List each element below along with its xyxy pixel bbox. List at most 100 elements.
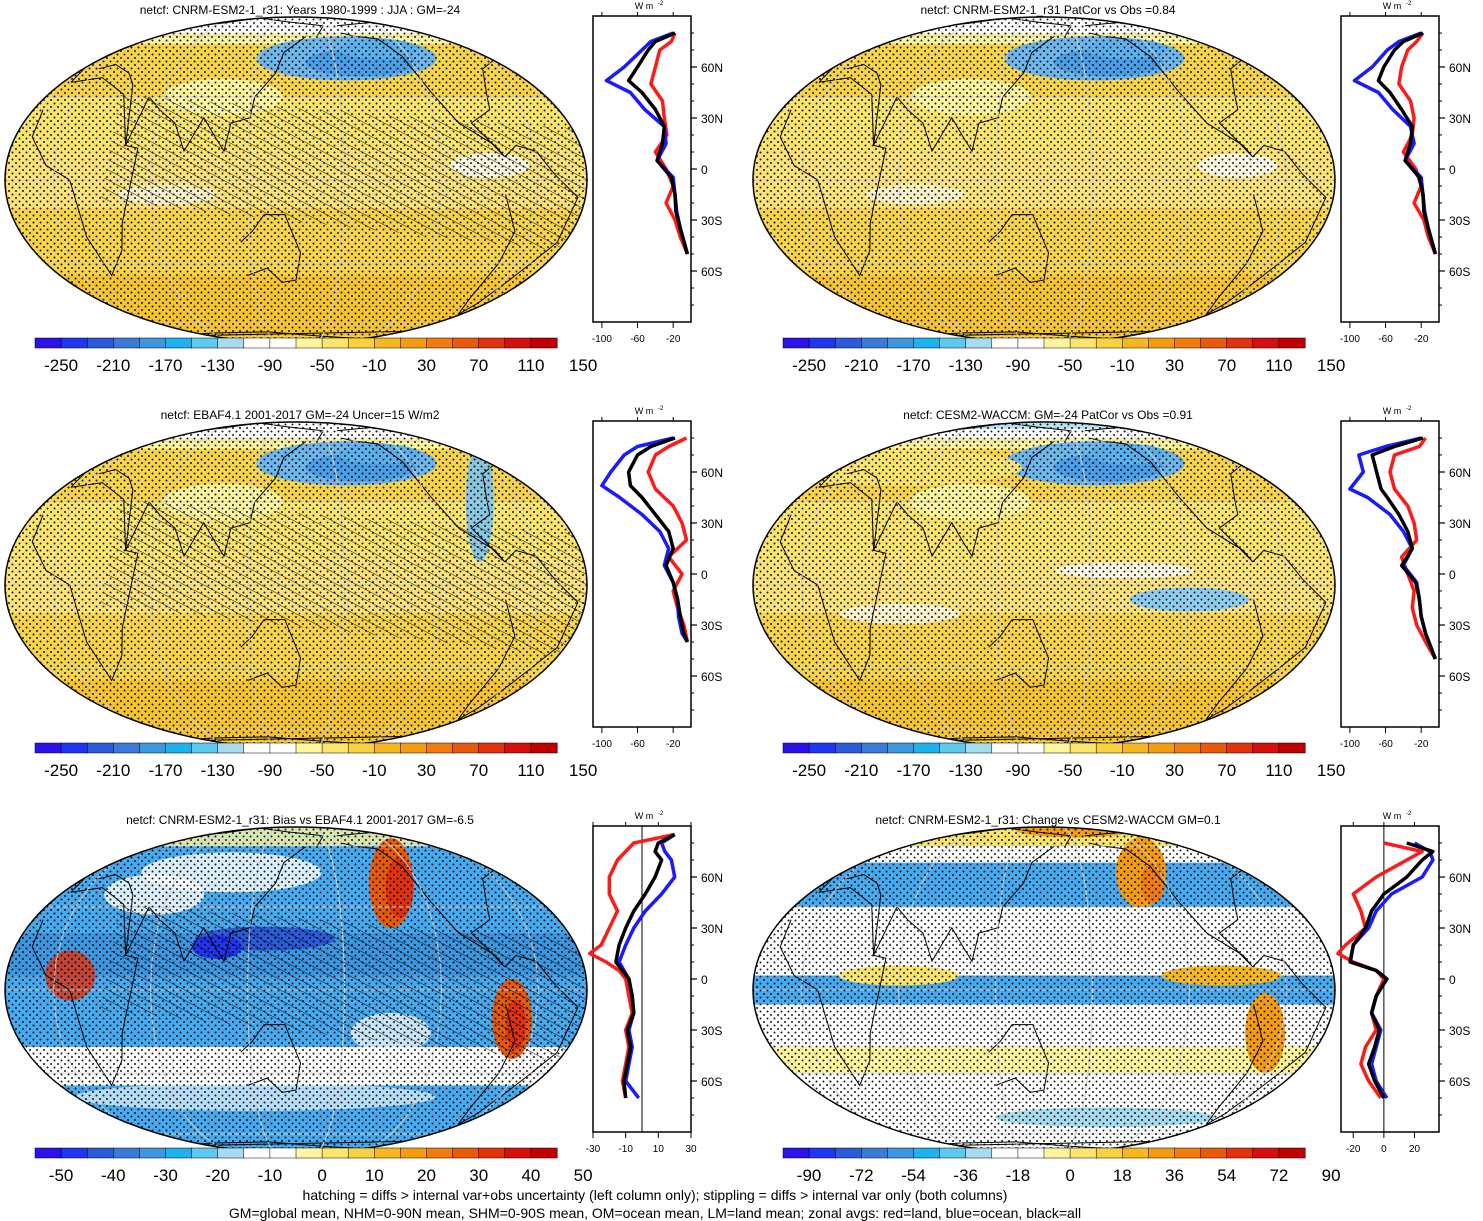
colorbar-swatch [139, 742, 167, 754]
panel-title: netcf: EBAF4.1 2001-2017 GM=-24 Uncer=15… [160, 408, 440, 422]
colorbar-tick-label: -130 [949, 356, 983, 375]
colorbar-tick-label: 110 [517, 761, 544, 780]
latitude-label: 30N [701, 112, 723, 126]
colorbar: -90 -72 -54 -36 -18 0 18 36 54 72 90 [782, 1147, 1341, 1185]
colorbar-swatch [321, 1147, 349, 1159]
colorbar-swatch [530, 337, 558, 349]
panel-figure: -50 -40 -30 -20 -10 0 10 20 30 40 50 W m -2 60N 30N 0 30… [4, 811, 723, 1185]
latitude-label: 0 [1449, 973, 1456, 987]
colorbar-swatch [1148, 1147, 1176, 1159]
colorbar-swatch [991, 1147, 1019, 1159]
zonal-mean-plot: W m -2 60N 30N 0 30S 60S -100 -60 -20 [592, 406, 723, 750]
colorbar-swatch [834, 742, 862, 754]
colorbar-tick-label: -130 [949, 761, 983, 780]
colorbar-tick-label: -170 [896, 356, 930, 375]
colorbar-tick-label: -210 [96, 761, 130, 780]
colorbar-swatch [1122, 1147, 1149, 1159]
colorbar-swatch [374, 1147, 401, 1159]
colorbar-tick-label: -210 [96, 356, 130, 375]
colorbar-swatch [965, 337, 993, 349]
colorbar-swatch [452, 1147, 480, 1159]
latitude-label: 30S [701, 619, 722, 633]
colorbar-tick-label: 18 [1113, 1166, 1132, 1185]
colorbar: -250 -210 -170 -130 -90 -50 -10 30 70 110 150 [34, 337, 597, 375]
colorbar-swatch [782, 337, 810, 349]
colorbar-swatch [887, 742, 915, 754]
panel-title: netcf: CESM2-WACCM: GM=-24 PatCor vs Obs… [903, 408, 1193, 422]
panel-figure: -90 -72 -54 -36 -18 0 18 36 54 72 90 W m -2 60N 30N 0 30… [752, 811, 1471, 1185]
colorbar-swatch [1017, 742, 1045, 754]
colorbar-swatch [1174, 742, 1202, 754]
colorbar-swatch [1148, 337, 1176, 349]
colorbar-tick-label: -210 [844, 356, 878, 375]
panel-title: netcf: CNRM-ESM2-1_r31: Change vs CESM2-… [875, 813, 1221, 827]
colorbar-swatch [113, 1147, 140, 1159]
zonal-x-tick-label: 30 [685, 1144, 697, 1155]
colorbar-swatch [400, 1147, 428, 1159]
stippling [753, 422, 1335, 748]
zonal-x-tick-label: 20 [1409, 1144, 1421, 1155]
colorbar-tick-label: -90 [1006, 761, 1031, 780]
latitude-label: 30N [1449, 517, 1471, 531]
colorbar-swatch [861, 1147, 888, 1159]
colorbar-swatch [530, 1147, 558, 1159]
colorbar-tick-label: 30 [1165, 761, 1184, 780]
latitude-label: 0 [1449, 163, 1456, 177]
colorbar-swatch [1174, 337, 1202, 349]
colorbar-tick-label: -30 [153, 1166, 178, 1185]
colorbar-swatch [887, 337, 915, 349]
colorbar-tick-label: 30 [469, 1166, 488, 1185]
colorbar-tick-label: 0 [1065, 1166, 1074, 1185]
colorbar-tick-label: 90 [1322, 1166, 1341, 1185]
colorbar-swatch [295, 337, 323, 349]
colorbar-swatch [321, 337, 349, 349]
colorbar-swatch [861, 742, 888, 754]
colorbar-swatch [1226, 1147, 1254, 1159]
colorbar-tick-label: 110 [1265, 356, 1292, 375]
colorbar-tick-label: -250 [792, 761, 826, 780]
colorbar-tick-label: -50 [310, 356, 335, 375]
zonal-x-tick-label: -10 [618, 1144, 633, 1155]
hatching [100, 905, 587, 1065]
colorbar-swatch [243, 337, 271, 349]
colorbar-tick-label: 10 [365, 1166, 384, 1185]
latitude-label: 30S [1449, 1024, 1470, 1038]
colorbar-swatch [808, 337, 836, 349]
colorbar-tick-label: -50 [1058, 356, 1083, 375]
colorbar-tick-label: -210 [844, 761, 878, 780]
colorbar-swatch [965, 1147, 993, 1159]
colorbar-swatch [60, 337, 88, 349]
colorbar-swatch [939, 742, 967, 754]
colorbar-swatch [1252, 337, 1280, 349]
zonal-unit-label: W m [1383, 406, 1402, 416]
map-panel: -250 -210 -170 -130 -90 -50 -10 30 70 110 150 W m -2… [0, 405, 740, 810]
map-panel: -250 -210 -170 -130 -90 -50 -10 30 70 110 150 W m -2… [748, 0, 1483, 405]
colorbar-swatch [530, 742, 558, 754]
colorbar-tick-label: 54 [1217, 1166, 1236, 1185]
colorbar-swatch [165, 742, 193, 754]
colorbar-tick-label: 110 [1265, 761, 1292, 780]
colorbar-swatch [504, 337, 532, 349]
colorbar-swatch [1043, 742, 1071, 754]
zonal-x-tick-label: -30 [586, 1144, 601, 1155]
zonal-unit-exponent: -2 [658, 811, 664, 817]
zonal-unit-label: W m [635, 811, 654, 821]
colorbar-swatch [1278, 337, 1306, 349]
colorbar-tick-label: 30 [1165, 356, 1184, 375]
footer-line-2: GM=global mean, NHM=0-90N mean, SHM=0-90… [228, 1205, 1082, 1221]
colorbar-swatch [939, 337, 967, 349]
colorbar-swatch [478, 337, 506, 349]
colorbar-tick-label: 30 [417, 761, 436, 780]
colorbar: -50 -40 -30 -20 -10 0 10 20 30 40 50 [34, 1147, 593, 1185]
colorbar-swatch [887, 1147, 915, 1159]
colorbar-tick-label: -50 [1058, 761, 1083, 780]
colorbar-swatch [808, 742, 836, 754]
colorbar-swatch [347, 742, 375, 754]
colorbar-swatch [913, 742, 941, 754]
latitude-label: 0 [701, 568, 708, 582]
colorbar-tick-label: -250 [44, 356, 78, 375]
zonal-line-black [1348, 841, 1435, 1099]
colorbar-swatch [1069, 742, 1097, 754]
colorbar-swatch [1278, 1147, 1306, 1159]
colorbar-swatch [426, 1147, 454, 1159]
